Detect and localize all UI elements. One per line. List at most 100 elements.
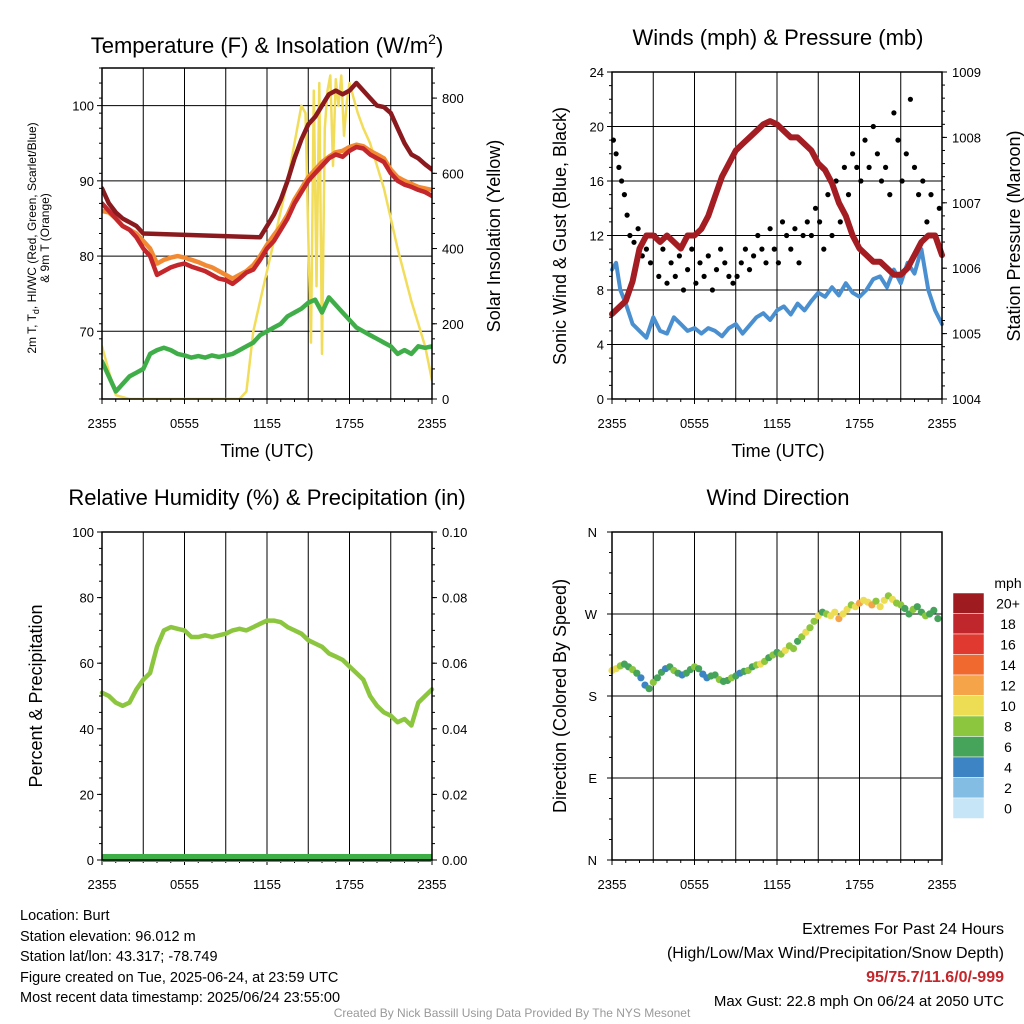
wind-ytick-left-label: 8 <box>597 283 604 298</box>
legend-title: mph <box>994 575 1021 591</box>
wdir-xtick-label: 1155 <box>763 877 791 892</box>
wdir-point <box>913 603 921 611</box>
rh-xtick-label: 1155 <box>253 877 281 892</box>
rh-ytick-left-label: 100 <box>72 525 94 540</box>
wind-ytick-left-label: 16 <box>590 174 604 189</box>
rh-panel-title: Relative Humidity (%) & Precipitation (i… <box>68 485 465 510</box>
wdir-ytick-label: N <box>588 853 597 868</box>
temp-series-heat-index <box>102 80 432 240</box>
temp-series-9m-t-group <box>102 142 432 281</box>
wind-gust-point <box>878 178 885 184</box>
temp-series-9m-t <box>102 142 432 281</box>
legend-swatch <box>952 633 985 655</box>
wind-gust-point <box>862 137 868 143</box>
rh-xtick-label: 1755 <box>335 877 364 892</box>
wind-gust-point <box>907 96 914 102</box>
temp-panel-ylabel-line2: & 9m T (Orange) <box>38 193 52 283</box>
rh-ytick-left-label: 40 <box>80 722 94 737</box>
wdir-point <box>905 610 913 618</box>
wdir-panel-title: Wind Direction <box>706 485 849 510</box>
wind-gust-point <box>829 232 835 239</box>
wind-xtick-label: 1755 <box>845 416 874 431</box>
legend-label: 6 <box>1004 739 1012 755</box>
wind-gust-point <box>685 267 691 273</box>
legend-label: 18 <box>1000 616 1016 632</box>
wind-ytick-right-label: 1005 <box>952 327 981 342</box>
rh-xtick-label: 0555 <box>170 877 199 892</box>
wdir-xtick-label: 0555 <box>680 877 709 892</box>
legend-swatch <box>952 756 985 778</box>
wind-gust-point <box>841 164 848 170</box>
wind-gust-point <box>874 151 881 157</box>
wind-gust-point <box>730 280 736 286</box>
wind-gust-point <box>784 232 790 239</box>
wind-gust-point <box>647 260 654 266</box>
info-created: Figure created on Tue, 2025-06-24, at 23… <box>20 969 339 986</box>
wind-gust-point <box>796 260 802 266</box>
wdir-ytick-label: N <box>588 525 597 540</box>
temp-xtick-label: 2355 <box>418 416 447 431</box>
wind-gust-point <box>788 246 794 252</box>
wind-panel-ylabel-right: Station Pressure (Maroon) <box>1004 130 1024 341</box>
legend-label: 4 <box>1004 759 1012 775</box>
wind-gust-point <box>680 287 687 293</box>
wind-gust-point <box>718 246 724 252</box>
wdir-point <box>872 597 880 605</box>
wdir-frame <box>611 531 943 861</box>
wind-series-pressure <box>609 118 945 317</box>
wind-frame <box>611 71 943 400</box>
wind-gust-point <box>903 151 909 157</box>
rh-series-humidity <box>99 618 435 728</box>
wdir-point <box>789 645 798 653</box>
wind-ytick-right-label: 1008 <box>952 130 981 145</box>
wdir-point <box>794 637 802 645</box>
info-location: Location: Burt <box>20 908 110 924</box>
wind-gust-point <box>895 137 901 143</box>
wdir-point <box>831 608 839 616</box>
wind-gust-point <box>800 232 806 239</box>
wind-gust-point <box>621 192 628 198</box>
wind-ytick-right-label: 1006 <box>952 261 981 276</box>
wdir-ytick-label: W <box>585 607 598 622</box>
wind-xtick-label: 1155 <box>763 416 791 431</box>
temp-series-insolation-group <box>102 74 432 399</box>
rh-ytick-left-label: 0 <box>87 853 94 868</box>
rh-ytick-right-label: 0.00 <box>442 853 467 868</box>
legend-label: 12 <box>1000 677 1016 693</box>
wind-gust-point <box>635 226 641 232</box>
wind-gust-point <box>817 219 823 225</box>
rh-ytick-right-label: 0.08 <box>442 591 467 606</box>
wdir-point <box>633 669 641 677</box>
credit-line: Created By Nick Bassill Using Data Provi… <box>333 1006 691 1020</box>
wind-ytick-right-label: 1009 <box>952 65 981 80</box>
wind-series-sonic-wind <box>610 247 944 340</box>
wind-gust-point <box>928 192 934 198</box>
wind-gust-point <box>660 246 666 252</box>
wdir-ytick-label: E <box>588 771 597 786</box>
extremes-subtitle: (High/Low/Max Wind/Precipitation/Snow De… <box>666 945 1004 962</box>
wdir-point <box>806 624 814 632</box>
extremes-values: 95/75.7/11.6/0/-999 <box>866 969 1004 986</box>
wind-gust-point <box>616 164 622 170</box>
temp-ytick-left-label: 80 <box>80 249 94 264</box>
wind-gust-point <box>738 260 744 266</box>
wind-gust-point <box>854 164 860 170</box>
station-info: Location: Burt Station elevation: 96.012… <box>20 906 340 1009</box>
wind-gust-point <box>726 273 732 279</box>
legend-label: 0 <box>1004 800 1012 816</box>
wind-gust-point <box>697 260 703 266</box>
legend-label: 16 <box>1000 636 1016 652</box>
rh-ytick-left-label: 80 <box>80 591 94 606</box>
wdir-point <box>876 603 884 611</box>
wind-panel-ylabel-left: Sonic Wind & Gust (Blue, Black) <box>550 107 570 365</box>
wdir-point <box>934 615 942 623</box>
extremes-max-gust: Max Gust: 22.8 mph On 06/24 at 2050 UTC <box>713 993 1004 1010</box>
wind-ytick-left-label: 24 <box>590 65 604 80</box>
temp-series-heat-index-group <box>102 80 432 240</box>
wind-gust-point <box>734 273 740 279</box>
legend-label: 2 <box>1004 780 1012 796</box>
wind-xtick-label: 2355 <box>928 416 957 431</box>
temp-series-dewpoint-group <box>102 295 432 394</box>
rh-ytick-right-label: 0.06 <box>442 656 467 671</box>
wind-gust-point <box>920 178 926 184</box>
